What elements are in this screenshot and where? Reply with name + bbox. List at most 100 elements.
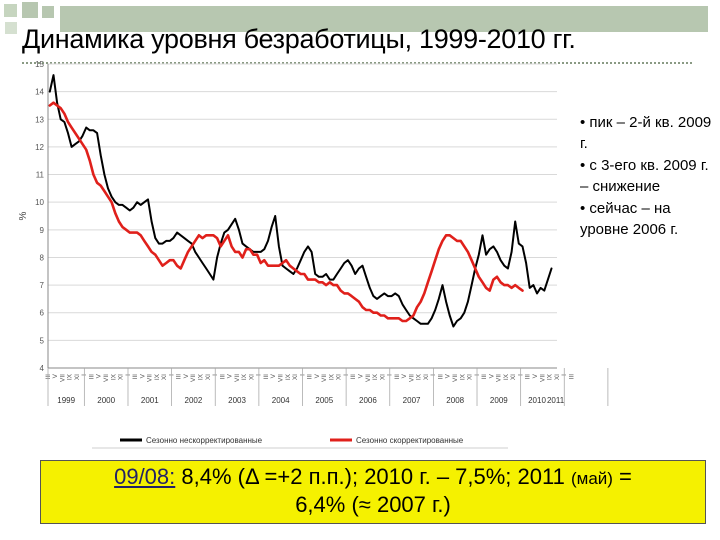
x-tick-label: XI [510, 374, 517, 380]
series-line-seasonally-adjusted [48, 101, 524, 323]
year-label: 1999 [57, 396, 75, 405]
x-tick-label: VII [147, 374, 154, 382]
year-label: 2006 [359, 396, 377, 405]
title-divider [22, 62, 692, 64]
y-tick-label: 14 [35, 88, 44, 97]
x-tick-label: V [488, 373, 495, 378]
x-tick-label: V [96, 373, 103, 378]
year-label: 2007 [403, 396, 421, 405]
x-tick-label: VII [408, 374, 415, 382]
year-label: 2005 [315, 396, 333, 405]
y-tick-label: 11 [36, 171, 45, 180]
x-tick-label: V [314, 373, 321, 378]
legend-label: Сезонно нескорректированные [146, 436, 263, 445]
x-tick-label: VII [321, 374, 328, 382]
year-label: 2009 [490, 396, 508, 405]
series-line-raw [48, 74, 553, 328]
x-tick-label: V [270, 373, 277, 378]
x-tick-label: IX [285, 373, 292, 380]
x-tick-label: III [219, 374, 226, 380]
decorative-squares [0, 0, 60, 40]
y-tick-label: 12 [35, 143, 44, 152]
year-label: 2010 [528, 396, 546, 405]
x-tick-label: VII [539, 374, 546, 382]
x-tick-label: III [350, 374, 357, 380]
header-accent-bar [60, 6, 708, 32]
x-tick-label: III [481, 374, 488, 380]
commentary-bullets: • пик – 2-й кв. 2009 г. • с 3-его кв. 20… [580, 112, 715, 241]
x-tick-label: III [568, 374, 575, 380]
year-label: 2011 [547, 396, 565, 405]
summary-lead: 09/08: [114, 464, 176, 489]
y-tick-label: 8 [40, 253, 45, 262]
x-tick-label: IX [372, 373, 379, 380]
x-tick-label: VII [452, 374, 459, 382]
x-tick-label: IX [328, 373, 335, 380]
y-tick-label: 4 [40, 364, 45, 373]
x-tick-label: XI [248, 374, 255, 380]
y-tick-label: 7 [40, 281, 45, 290]
x-tick-label: XI [161, 374, 168, 380]
x-tick-label: XI [423, 374, 430, 380]
x-tick-label: V [532, 373, 539, 378]
year-label: 2002 [185, 396, 203, 405]
x-tick-label: V [357, 373, 364, 378]
x-tick-label: XI [467, 374, 474, 380]
x-tick-label: IX [110, 373, 117, 380]
year-label: 2001 [141, 396, 159, 405]
x-tick-label: XI [74, 374, 81, 380]
x-tick-label: XI [379, 374, 386, 380]
legend-label: Сезонно скорректированные [356, 436, 464, 445]
x-tick-label: IX [459, 373, 466, 380]
x-tick-label: VII [103, 374, 110, 382]
x-tick-label: VII [496, 374, 503, 382]
x-tick-label: III [525, 374, 532, 380]
y-tick-label: 5 [40, 336, 45, 345]
bullet-peak: • пик – 2-й кв. 2009 г. [580, 114, 712, 152]
x-tick-label: VII [365, 374, 372, 382]
summary-part2: = [612, 464, 632, 489]
y-tick-label: 15 [35, 60, 44, 69]
x-tick-label: III [263, 374, 270, 380]
summary-note: (май) [570, 469, 613, 488]
slide-title: Динамика уровня безработицы, 1999-2010 г… [22, 24, 576, 54]
x-tick-label: V [183, 373, 190, 378]
y-tick-label: 9 [40, 226, 45, 235]
x-tick-label: XI [336, 374, 343, 380]
year-label: 2000 [97, 396, 115, 405]
x-tick-label: V [445, 373, 452, 378]
y-tick-label: 10 [35, 198, 44, 207]
x-tick-label: V [227, 373, 234, 378]
y-tick-label: 6 [40, 309, 45, 318]
x-tick-label: VII [234, 374, 241, 382]
x-tick-label: IX [416, 373, 423, 380]
year-label: 2004 [272, 396, 290, 405]
x-tick-label: V [139, 373, 146, 378]
summary-part1: 8,4% (Δ =+2 п.п.); 2010 г. – 7,5%; 2011 [175, 464, 571, 489]
x-tick-label: XI [554, 374, 561, 380]
x-tick-label: III [307, 374, 314, 380]
x-tick-label: VII [190, 374, 197, 382]
x-tick-label: XI [205, 374, 212, 380]
year-label: 2003 [228, 396, 246, 405]
bullet-current: • сейчас – на уровне 2006 г. [580, 200, 679, 238]
x-tick-label: XI [292, 374, 299, 380]
x-tick-label: III [132, 374, 139, 380]
x-tick-label: VII [278, 374, 285, 382]
x-tick-label: III [176, 374, 183, 380]
year-label: 2008 [446, 396, 464, 405]
x-tick-label: V [401, 373, 408, 378]
x-tick-label: IX [241, 373, 248, 380]
y-tick-label: 13 [35, 115, 44, 124]
x-tick-label: III [394, 374, 401, 380]
x-tick-label: IX [198, 373, 205, 380]
x-tick-label: V [52, 373, 59, 378]
summary-box: 09/08: 8,4% (Δ =+2 п.п.); 2010 г. – 7,5%… [40, 460, 706, 524]
summary-line2: 6,4% (≈ 2007 г.) [295, 492, 451, 517]
bullet-decline: • с 3-его кв. 2009 г. – снижение [580, 157, 709, 195]
x-tick-label: III [88, 374, 95, 380]
x-tick-label: III [437, 374, 444, 380]
x-tick-label: XI [118, 374, 125, 380]
x-tick-label: IX [154, 373, 161, 380]
